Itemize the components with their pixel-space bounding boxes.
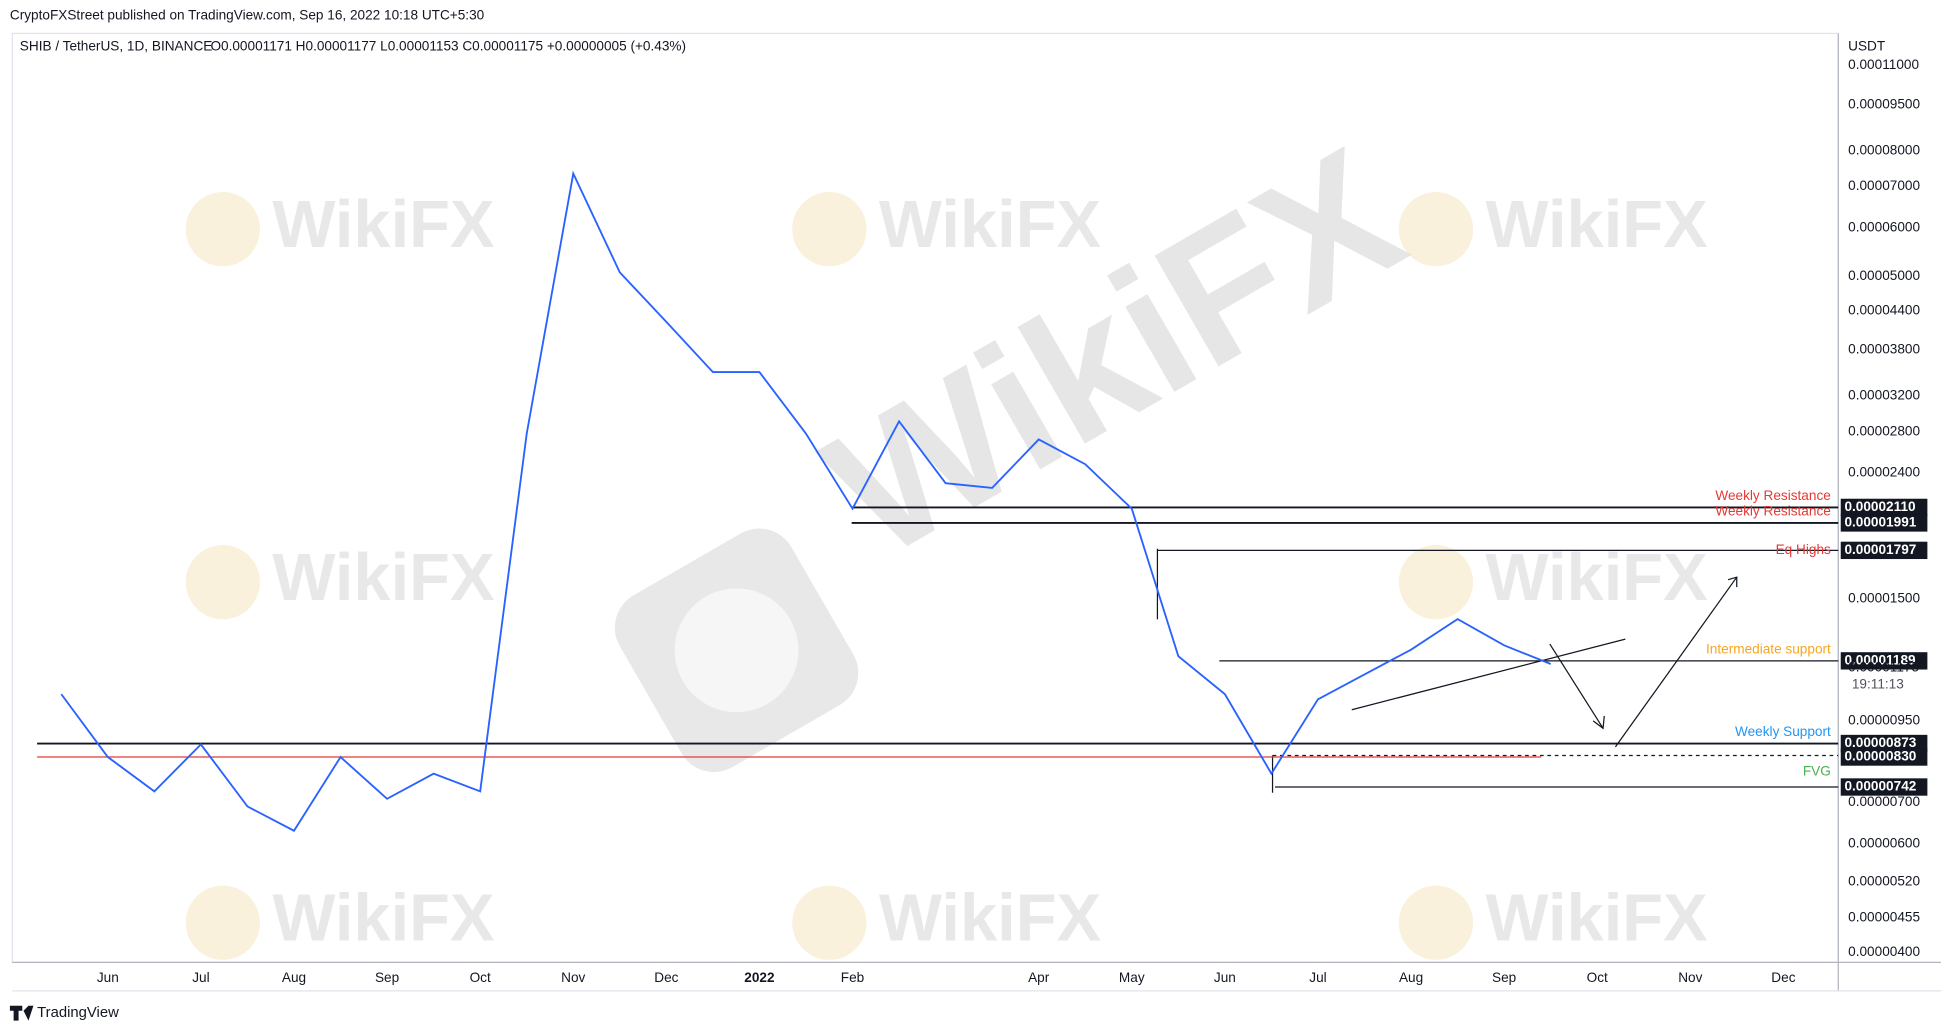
level-price-label: 0.00001797 <box>1844 542 1916 557</box>
y-tick-label: 0.00000400 <box>1848 944 1920 959</box>
level-price-label: 0.00000873 <box>1844 735 1916 750</box>
y-tick-label: 0.00000520 <box>1848 874 1920 889</box>
y-tick-label: 0.00011000 <box>1848 57 1919 72</box>
watermark-logo <box>1398 544 1474 620</box>
y-tick-label: 0.00000950 <box>1848 712 1920 727</box>
x-tick-label: Jul <box>192 970 209 985</box>
watermark-text: WikiFX <box>1485 540 1707 615</box>
level-price-box <box>1840 652 1928 670</box>
current-price-label: 0.00001175 <box>1848 659 1919 674</box>
level-price-box <box>1840 748 1928 766</box>
watermark-text: WikiFX <box>1485 187 1707 262</box>
x-tick-label: Sep <box>1492 970 1516 985</box>
watermark-center-circle <box>674 588 799 713</box>
level-name: Eq Highs <box>1776 542 1831 557</box>
x-tick-label: May <box>1119 970 1145 985</box>
price-line <box>60 170 1552 832</box>
x-tick-label: 2022 <box>744 970 775 985</box>
y-tick-label: 0.00009500 <box>1848 96 1920 111</box>
watermark-text: WikiFX <box>272 187 494 262</box>
y-tick-label: 0.00000700 <box>1848 794 1920 809</box>
level-price-label: 0.00001991 <box>1844 515 1916 530</box>
level-name: Weekly Resistance <box>1715 503 1830 518</box>
watermark-text: WikiFX <box>272 540 494 615</box>
watermark-logo <box>1398 885 1474 960</box>
watermark-logos <box>185 191 1474 960</box>
x-tick-label: Dec <box>654 970 678 985</box>
y-tick-label: 0.00000455 <box>1848 909 1920 924</box>
level-name: Weekly Support <box>1735 724 1831 739</box>
y-tick-label: 0.00004400 <box>1848 302 1920 317</box>
x-tick-label: Jun <box>1214 970 1236 985</box>
level-price-box <box>1840 734 1928 753</box>
level-name: Weekly Resistance <box>1715 488 1830 503</box>
y-tick-label: 0.00006000 <box>1848 219 1920 234</box>
x-tick-label: Aug <box>282 970 306 985</box>
watermark-logo <box>792 191 867 267</box>
level-price-label: 0.00000830 <box>1844 749 1916 764</box>
level-price-box <box>1840 541 1928 560</box>
drawings <box>1156 548 1839 793</box>
watermark-text: WikiFX <box>879 880 1101 955</box>
level-name: Intermediate support <box>1706 641 1831 656</box>
x-tick-label: Oct <box>470 970 491 985</box>
arrow <box>1614 576 1738 748</box>
y-tick-label: 0.00007000 <box>1848 178 1920 193</box>
ohlc-text: O0.00001171 H0.00001177 L0.00001153 C0.0… <box>210 39 686 54</box>
watermark-center-logo <box>614 528 859 773</box>
countdown: 19:11:13 <box>1852 677 1904 692</box>
arrow-head <box>1592 715 1605 730</box>
watermark-text: WikiFX <box>1485 880 1707 955</box>
y-tick-label: 0.00001500 <box>1848 590 1920 605</box>
x-tick-label: Sep <box>375 970 399 985</box>
level-price-box <box>1840 778 1928 796</box>
watermark-logo <box>185 191 260 267</box>
x-tick-label: Nov <box>561 970 585 985</box>
x-tick-label: Oct <box>1587 970 1608 985</box>
y-tick-label: 0.00002400 <box>1848 465 1920 480</box>
watermark-logo <box>1398 191 1474 267</box>
level-price-box <box>1840 514 1928 532</box>
x-tick-label: Nov <box>1678 970 1702 985</box>
watermark-logo <box>185 544 260 620</box>
level-price-label: 0.00002110 <box>1844 499 1916 514</box>
level-price-box <box>1840 498 1928 517</box>
tradingview-logo <box>9 1005 34 1021</box>
x-tick-label: Jul <box>1309 970 1326 985</box>
y-tick-label: 0.00002800 <box>1848 423 1920 438</box>
watermark-text: WikiFX <box>272 880 494 955</box>
chart-title: SHIB / TetherUS, 1D, BINANCE <box>20 39 213 54</box>
publisher-text: CryptoFXStreet published on TradingView.… <box>10 8 485 23</box>
arrow-head <box>1727 576 1738 588</box>
zone-label: FVG <box>1803 764 1831 779</box>
y-tick-label: 0.00003800 <box>1848 342 1920 357</box>
watermark-logo <box>185 885 260 960</box>
y-tick-label: 0.00005000 <box>1848 268 1920 283</box>
arrow <box>1549 643 1604 729</box>
watermark-text: WikiFX <box>879 187 1101 262</box>
footer-text: TradingView <box>37 1005 119 1021</box>
x-tick-label: Feb <box>841 970 864 985</box>
x-tick-label: Jun <box>97 970 119 985</box>
trendline <box>1351 638 1626 711</box>
y-tick-label: 0.00003200 <box>1848 388 1920 403</box>
level-price-label: 0.00000742 <box>1844 779 1916 794</box>
y-tick-label: 0.00008000 <box>1848 142 1920 157</box>
watermark-logo <box>792 885 867 960</box>
y-axis-label: USDT <box>1848 39 1885 54</box>
x-tick-label: Aug <box>1399 970 1423 985</box>
x-tick-label: Apr <box>1028 970 1050 985</box>
level-price-label: 0.00001189 <box>1844 652 1916 667</box>
x-tick-label: Dec <box>1771 970 1795 985</box>
y-tick-label: 0.00000600 <box>1848 835 1920 850</box>
